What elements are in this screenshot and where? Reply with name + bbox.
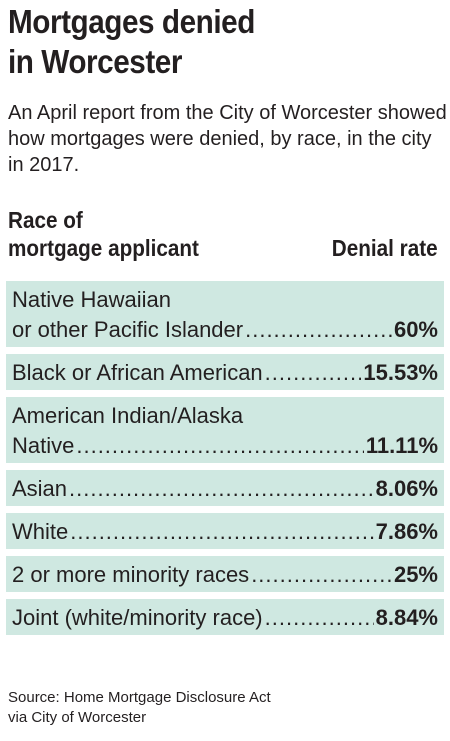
table-body: Native Hawaiian or other Pacific Islander… <box>6 281 444 642</box>
table-row: Black or African American 15.53% <box>6 354 444 390</box>
denial-rate-value: 15.53% <box>363 360 438 385</box>
table-row: Joint (white/minority race) 8.84% <box>6 599 444 635</box>
chart-subtitle: An April report from the City of Worcest… <box>8 102 447 176</box>
dot-leader <box>251 560 392 590</box>
dot-leader <box>265 603 374 633</box>
dot-leader <box>69 474 374 504</box>
row-line: White 7.86% <box>12 517 438 547</box>
row-label: Black or African American <box>12 360 263 385</box>
table-row: Native Hawaiian or other Pacific Islander… <box>6 281 444 347</box>
denial-rate-value: 8.84% <box>375 605 438 630</box>
row-line: 2 or more minority races 25% <box>12 560 438 590</box>
row-label: Joint (white/minority race) <box>12 605 263 630</box>
denial-rate-value: 8.06% <box>375 476 438 501</box>
denial-rate-value: 25% <box>393 562 438 587</box>
row-label: 2 or more minority races <box>12 562 250 587</box>
dot-leader <box>70 517 373 547</box>
table-row: American Indian/Alaska Native 11.11% <box>6 397 444 463</box>
row-line: Native 11.11% <box>12 431 438 461</box>
row-label: Asian <box>12 476 68 501</box>
dot-leader <box>265 358 362 388</box>
column-header-denial-rate: Denial rate <box>332 235 438 261</box>
row-label: Native <box>12 433 75 458</box>
row-line: Asian 8.06% <box>12 474 438 504</box>
row-line: Black or African American 15.53% <box>12 358 438 388</box>
dot-leader <box>76 431 363 461</box>
source-note: Source: Home Mortgage Disclosure Act via… <box>8 688 271 728</box>
row-line: Joint (white/minority race) 8.84% <box>12 603 438 633</box>
row-line: or other Pacific Islander 60% <box>12 315 438 345</box>
table-row: Asian 8.06% <box>6 470 444 506</box>
source-line-1: Source: Home Mortgage Disclosure Act <box>8 689 271 706</box>
dot-leader <box>245 315 392 345</box>
denial-rate-value: 60% <box>393 317 438 342</box>
column-header-race: Race of mortgage applicant <box>8 206 199 262</box>
row-label: or other Pacific Islander <box>12 317 244 342</box>
denial-rate-value: 7.86% <box>375 519 438 544</box>
chart-title-line-2: in Worcester <box>8 43 182 80</box>
chart-title-line-1: Mortgages denied <box>8 3 255 40</box>
row-label: White <box>12 519 69 544</box>
source-line-2: via City of Worcester <box>8 709 147 726</box>
row-label-line-1: American Indian/Alaska <box>12 403 244 428</box>
column-header-race-line-2: mortgage applicant <box>8 235 199 261</box>
chart-title: Mortgages denied in Worcester <box>8 2 395 82</box>
column-header-race-line-1: Race of <box>8 207 83 233</box>
table-row: White 7.86% <box>6 513 444 549</box>
denial-rate-value: 11.11% <box>365 433 438 458</box>
row-label-line-1: Native Hawaiian <box>12 287 171 312</box>
table-row: 2 or more minority races 25% <box>6 556 444 592</box>
